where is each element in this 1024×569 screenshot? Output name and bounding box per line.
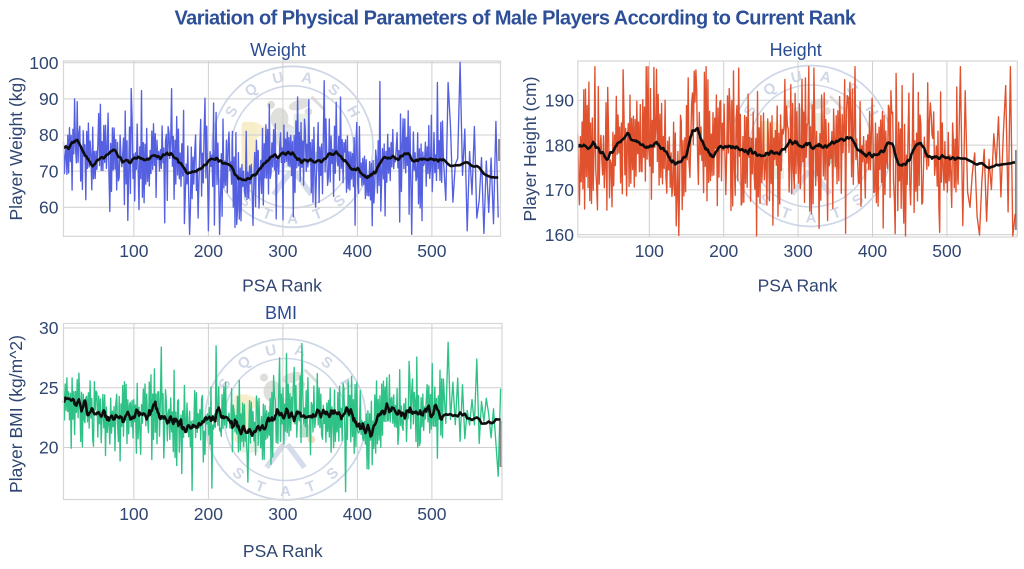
svg-text:500: 500 — [417, 504, 446, 524]
svg-text:Weight: Weight — [250, 40, 306, 60]
svg-text:U: U — [264, 342, 278, 361]
svg-text:500: 500 — [417, 241, 446, 261]
svg-text:A: A — [300, 69, 314, 88]
svg-text:90: 90 — [39, 89, 59, 109]
svg-text:A: A — [287, 210, 298, 227]
svg-text:500: 500 — [932, 241, 961, 261]
svg-text:PSA Rank: PSA Rank — [758, 276, 838, 296]
svg-text:70: 70 — [39, 161, 59, 181]
svg-text:80: 80 — [39, 125, 59, 145]
svg-text:A: A — [293, 342, 307, 361]
svg-text:A: A — [280, 483, 291, 500]
svg-text:170: 170 — [545, 180, 574, 200]
svg-text:100: 100 — [119, 504, 148, 524]
svg-text:190: 190 — [545, 91, 574, 111]
svg-text:30: 30 — [39, 318, 59, 338]
svg-text:300: 300 — [783, 241, 812, 261]
svg-text:400: 400 — [343, 241, 372, 261]
svg-text:300: 300 — [268, 504, 297, 524]
svg-text:200: 200 — [194, 241, 223, 261]
svg-text:25: 25 — [39, 378, 58, 398]
svg-text:Player Weight (kg): Player Weight (kg) — [6, 77, 26, 221]
svg-text:400: 400 — [343, 504, 372, 524]
svg-text:160: 160 — [545, 225, 574, 245]
svg-text:A: A — [806, 210, 817, 227]
svg-text:200: 200 — [709, 241, 738, 261]
svg-text:100: 100 — [635, 241, 664, 261]
svg-text:BMI: BMI — [265, 303, 297, 323]
svg-text:180: 180 — [545, 135, 574, 155]
svg-text:U: U — [789, 68, 803, 87]
svg-text:A: A — [818, 68, 832, 87]
svg-text:PSA Rank: PSA Rank — [242, 276, 322, 296]
svg-text:Height: Height — [770, 40, 822, 60]
svg-text:100: 100 — [29, 53, 58, 73]
svg-text:200: 200 — [194, 504, 223, 524]
svg-text:PSA Rank: PSA Rank — [243, 541, 323, 561]
svg-text:Player Height (cm): Player Height (cm) — [520, 77, 540, 222]
svg-text:20: 20 — [39, 438, 59, 458]
svg-text:100: 100 — [119, 241, 148, 261]
svg-text:400: 400 — [858, 241, 887, 261]
svg-text:Player BMI (kg/m^2): Player BMI (kg/m^2) — [6, 335, 26, 493]
svg-text:Variation of Physical Paramete: Variation of Physical Parameters of Male… — [174, 8, 856, 30]
svg-text:60: 60 — [39, 198, 59, 218]
svg-text:U: U — [271, 69, 285, 88]
svg-text:300: 300 — [268, 241, 297, 261]
